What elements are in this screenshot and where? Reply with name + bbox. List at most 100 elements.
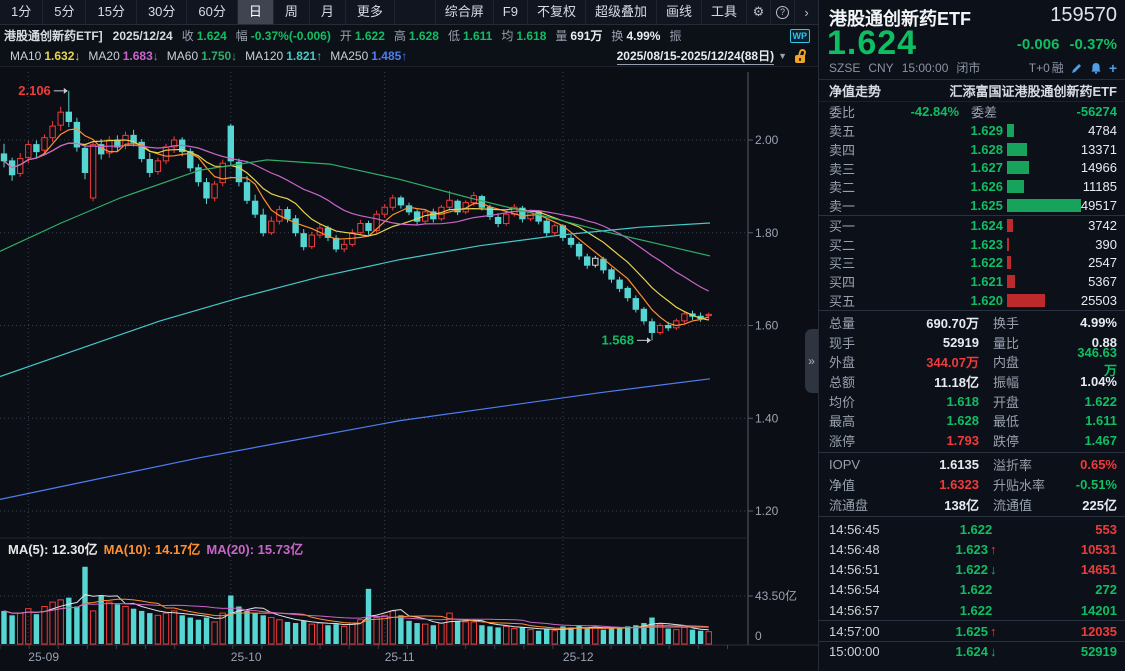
edit-pencil-icon[interactable] [1071,62,1083,74]
weicha-value: -56274 [1076,104,1117,119]
time-sales-list: 14:56:45 1.622 553 14:56:48 1.623 ↑ 10531 14:56… [819,517,1125,671]
period-tab-30分[interactable]: 30分 [137,0,188,24]
bid-row[interactable]: 买三 1.622 2547 [819,254,1125,273]
period-tab-15分[interactable]: 15分 [86,0,137,24]
svg-text:1.80: 1.80 [755,226,779,240]
level-bar-zone: 49517 [1006,198,1117,213]
period-tab-周[interactable]: 周 [274,0,310,24]
level-qty: 3742 [1088,217,1117,233]
period-tab-日[interactable]: 日 [237,0,274,24]
stat-cell: 1.6323 [939,477,979,493]
stat-cell: 均价 [829,394,856,410]
iopv-grid: IOPV 1.6135 溢折率 0.65% 净值 1.6323 升贴水率 -0.51% 流通盘 1… [819,453,1125,516]
panel-collapse-handle[interactable]: » [805,329,818,393]
bid-row[interactable]: 买二 1.623 390 [819,235,1125,254]
level-label: 卖三 [829,161,856,177]
level-label: 卖四 [829,142,856,158]
level-label: 卖一 [829,199,856,215]
period-tabs: 1分 5分 15分 30分 60分日周月更多 [0,0,395,24]
currency-label: CNY [868,60,894,75]
date-range-link[interactable]: 2025/08/15-2025/12/24(88日) [616,49,775,66]
level-price: 1.626 [970,179,1003,195]
stat-cell: 溢折率 [993,458,1033,474]
period-tab-月[interactable]: 月 [310,0,346,24]
menu-item-综合屏[interactable]: 综合屏 [434,0,493,24]
quote-field-value: 1.628 [408,29,439,44]
level-bar [1007,294,1046,308]
stat-row: 流通盘 138亿 流通值 225亿 [819,494,1125,514]
toolbar-spacer [395,0,435,24]
tick-price: 1.622 [959,521,993,537]
stat-row: 净值 1.6323 升贴水率 -0.51% [819,475,1125,495]
svg-text:25-09: 25-09 [28,650,59,664]
range-caret-icon[interactable]: ▼ [778,51,787,62]
ask-row[interactable]: 卖五 1.629 4784 [819,121,1125,140]
settings-gear-icon[interactable]: ⚙ [746,0,770,24]
ask-row[interactable]: 卖四 1.628 13371 [819,140,1125,159]
fund-name-link[interactable]: 汇添富国证港股通创新药ETF [949,84,1117,99]
stat-cell: 1.793 [946,432,979,448]
tick-qty: 14201 [1080,602,1117,618]
stat-cell: -0.51% [1075,477,1117,493]
tick-time: 14:56:57 [829,602,880,618]
period-tab-60分[interactable]: 60分 [187,0,238,24]
stat-cell: 升贴水率 [993,478,1046,494]
quote-field-value: 691万 [570,29,603,44]
candlestick-chart[interactable]: 2.00 1.80 1.60 1.40 1.20 43.50亿 0 25-09 25-10 25-… [0,67,819,671]
quote-field-value: 1.622 [354,29,385,44]
quote-field-value: 1.618 [516,29,547,44]
unlock-icon[interactable] [795,48,808,64]
toolbar-collapse-icon[interactable]: › [794,0,818,24]
ma-label: MA10 [10,49,42,64]
exchange-label: SZSE [829,60,861,75]
alert-bell-icon[interactable] [1090,62,1102,74]
level-bar-zone: 25503 [1007,293,1117,308]
margin-badge: 融 [1051,61,1064,75]
stat-cell: 现手 [829,335,856,351]
level-qty: 14966 [1080,160,1117,176]
level-price: 1.627 [970,160,1003,176]
level-bar [1007,142,1027,156]
level-label: 买一 [829,218,856,234]
bid-row[interactable]: 买四 1.621 5367 [819,272,1125,291]
tick-time: 14:56:51 [829,562,880,578]
volume-ma-label: MA(5): 12.30亿 [8,542,98,557]
tick-time: 14:56:45 [829,521,880,537]
stat-cell: 开盘 [993,394,1020,410]
weibi-row: 委比 -42.84% 委差 -56274 [819,102,1125,121]
quote-field-label: 均 [501,29,514,44]
stat-cell: 138亿 [944,497,979,513]
quote-field-value: -0.37%(-0.006) [250,29,331,44]
period-tab-更多[interactable]: 更多 [346,0,395,24]
weibi-label: 委比 [829,105,856,120]
quote-info-bar: 港股通创新药ETF] 2025/12/24 收 1.624 幅 -0.37%(-0.0… [0,25,818,47]
ask-row[interactable]: 卖一 1.625 49517 [819,196,1125,215]
level-bar [1007,123,1015,137]
period-tab-5分[interactable]: 5分 [43,0,87,24]
ask-row[interactable]: 卖二 1.626 11185 [819,177,1125,196]
menu-item-工具[interactable]: 工具 [700,0,746,24]
menu-item-画线[interactable]: 画线 [655,0,701,24]
menu-item-不复权[interactable]: 不复权 [526,0,585,24]
nav-tab-netvalue[interactable]: 净值走势 [829,84,882,99]
help-icon[interactable]: ? [770,0,794,24]
wp-badge-icon[interactable]: WP [789,28,810,43]
bid-row[interactable]: 买一 1.624 3742 [819,216,1125,235]
add-plus-icon[interactable]: + [1108,59,1117,76]
menu-item-超级叠加[interactable]: 超级叠加 [584,0,656,24]
svg-text:2.00: 2.00 [755,133,779,147]
stat-cell: 流通值 [993,497,1033,513]
volume-ma-label: MA(20): 15.73亿 [206,542,304,557]
stat-row: 涨停 1.793 跌停 1.467 [819,431,1125,451]
level-qty: 5367 [1088,274,1117,290]
stat-cell: IOPV [829,457,861,473]
period-tab-1分[interactable]: 1分 [0,0,44,24]
stat-row: 总额 11.18亿 振幅 1.04% [819,372,1125,392]
chart-canvas[interactable]: 2.00 1.80 1.60 1.40 1.20 43.50亿 0 25-09 25-10 25-… [0,67,819,668]
menu-item-F9[interactable]: F9 [492,0,527,24]
stat-cell: 0.65% [1080,457,1117,473]
bid-row[interactable]: 买五 1.620 25503 [819,291,1125,310]
level-bar [1007,256,1011,270]
weibi-value: -42.84% [910,104,960,119]
ask-row[interactable]: 卖三 1.627 14966 [819,159,1125,178]
